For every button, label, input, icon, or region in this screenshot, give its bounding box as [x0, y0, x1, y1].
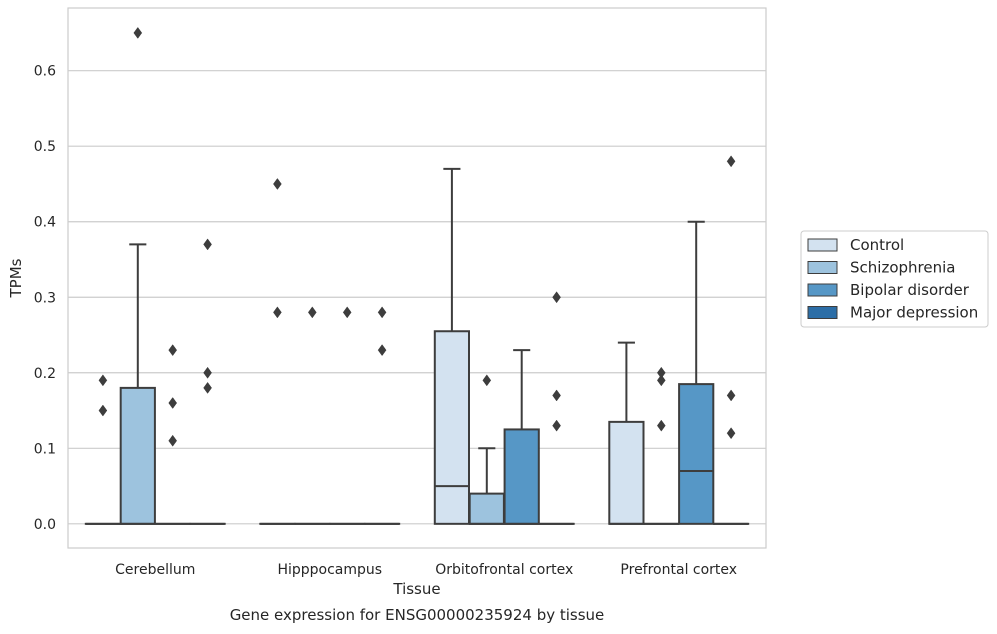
x-tick-label: Cerebellum: [115, 562, 195, 578]
box-schizophrenia: [468, 447, 505, 525]
box-body: [678, 383, 715, 525]
outlier-point: [203, 238, 212, 251]
outlier-point: [552, 389, 561, 402]
box-control: [608, 341, 645, 525]
x-tick-label: Orbitofrontal cortex: [435, 562, 573, 578]
legend-swatch: [807, 283, 838, 297]
outlier-point: [377, 306, 387, 319]
outlier-point: [482, 374, 492, 387]
outlier-point: [552, 291, 561, 304]
outlier-point: [552, 419, 561, 432]
outlier-point: [168, 397, 178, 409]
outlier-point: [203, 381, 212, 394]
legend-label: Major depression: [850, 304, 978, 322]
box-body: [468, 492, 505, 525]
y-tick-label: 0.3: [34, 290, 56, 306]
box-bipolar-disorder: [503, 349, 540, 525]
y-tick-label: 0.6: [34, 64, 56, 80]
legend-swatch: [807, 238, 838, 252]
box-schizophrenia: [119, 243, 156, 525]
box-bipolar-disorder: [678, 220, 715, 525]
x-axis-title: Tissue: [392, 580, 440, 598]
legend-swatch: [807, 261, 838, 274]
y-tick-labels: 0.0 0.1 0.2 0.3 0.4 0.5 0.6: [34, 64, 56, 533]
x-tick-labels: Cerebellum Hipppocampus Orbitofrontal cort…: [115, 562, 737, 578]
outlier-point: [726, 427, 736, 440]
outlier-point: [98, 374, 108, 387]
outlier-point: [98, 404, 108, 417]
x-tick-label: Prefrontal cortex: [620, 562, 737, 578]
figure-caption: Gene expression for ENSG00000235924 by t…: [229, 606, 605, 624]
outlier-point: [656, 374, 666, 387]
y-tick-label: 0.5: [34, 139, 56, 155]
y-axis-title: TPMs: [7, 258, 25, 298]
legend-label: Schizophrenia: [850, 259, 955, 277]
y-tick-label: 0.1: [34, 441, 56, 457]
outlier-point: [203, 366, 212, 379]
box-control: [433, 167, 471, 525]
outlier-point: [133, 26, 143, 39]
outlier-point: [726, 389, 736, 402]
y-tick-label: 0.0: [34, 517, 56, 533]
outlier-point: [656, 419, 666, 432]
outlier-point: [656, 366, 666, 379]
outliers: [98, 26, 736, 447]
outlier-point: [342, 306, 352, 319]
outlier-point: [377, 344, 387, 357]
box-body: [433, 330, 471, 525]
outlier-point: [307, 306, 317, 319]
outlier-point: [168, 344, 178, 357]
legend: Control Schizophrenia Bipolar disorder Majo…: [800, 230, 989, 328]
y-tick-label: 0.2: [34, 366, 56, 382]
outlier-point: [168, 434, 178, 447]
legend-swatch: [807, 306, 838, 319]
y-tick-label: 0.4: [34, 215, 56, 231]
outlier-point: [273, 178, 282, 190]
box-body: [119, 386, 156, 525]
box-body: [608, 420, 645, 525]
plot-background: [67, 7, 767, 549]
box-body: [503, 428, 540, 525]
legend-frame: [800, 230, 989, 328]
legend-label: Control: [850, 236, 904, 254]
boxes: [84, 167, 750, 525]
gridlines: [68, 70, 766, 525]
legend-label: Bipolar disorder: [850, 281, 970, 299]
outlier-point: [726, 155, 736, 168]
x-tick-label: Hipppocampus: [277, 562, 382, 578]
outlier-point: [273, 306, 282, 319]
